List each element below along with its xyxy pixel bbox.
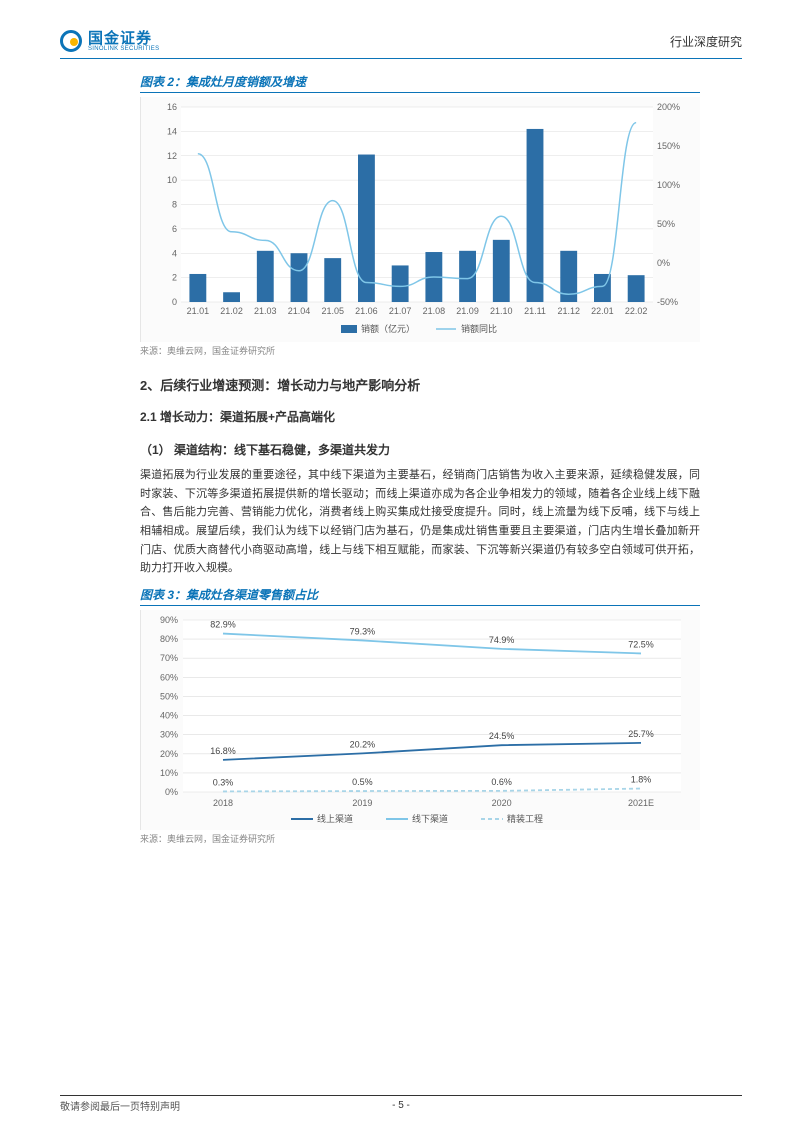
svg-text:销额同比: 销额同比 [461,323,497,334]
svg-text:8: 8 [172,200,177,210]
svg-text:12: 12 [167,151,177,161]
footer-note: 敬请参阅最后一页特别声明 [60,1098,180,1113]
svg-text:21.08: 21.08 [423,306,446,316]
logo: 国金证券 SINOLINK SECURITIES [60,30,159,52]
svg-text:16.8%: 16.8% [210,746,236,756]
paragraph1-title: （1） 渠道结构：线下基石稳健，多渠道共发力 [140,441,700,458]
svg-text:20.2%: 20.2% [350,740,376,750]
subsection21-heading: 2.1 增长动力：渠道拓展+产品高端化 [140,408,700,425]
svg-text:30%: 30% [160,730,178,740]
figure2-source: 来源：奥维云网，国金证券研究所 [140,344,700,357]
svg-text:21.09: 21.09 [456,306,479,316]
svg-text:21.03: 21.03 [254,306,277,316]
logo-icon [60,30,82,52]
svg-text:2: 2 [172,273,177,283]
page-header: 国金证券 SINOLINK SECURITIES 行业深度研究 [60,30,742,59]
svg-text:0.5%: 0.5% [352,777,373,787]
header-category: 行业深度研究 [670,33,742,50]
svg-text:10%: 10% [160,768,178,778]
figure2-chart: 0 2 4 6 8 10 12 14 16 -50% 0% 50% 100% 150% 200% 21.01 2… [140,97,700,342]
paragraph1-body: 渠道拓展为行业发展的重要途径，其中线下渠道为主要基石，经销商门店销售为收入主要来… [140,466,700,578]
svg-text:40%: 40% [160,711,178,721]
svg-text:74.9%: 74.9% [489,635,515,645]
svg-text:90%: 90% [160,615,178,625]
svg-text:10: 10 [167,175,177,185]
svg-text:0%: 0% [657,258,670,268]
svg-text:-50%: -50% [657,297,678,307]
svg-text:21.05: 21.05 [321,306,344,316]
svg-text:2019: 2019 [352,798,372,808]
svg-text:精装工程: 精装工程 [507,813,543,824]
svg-text:21.01: 21.01 [187,306,210,316]
figure3-source: 来源：奥维云网，国金证券研究所 [140,832,700,845]
svg-text:0: 0 [172,297,177,307]
svg-text:21.06: 21.06 [355,306,378,316]
svg-text:1.8%: 1.8% [631,775,652,785]
svg-text:50%: 50% [657,219,675,229]
svg-text:21.11: 21.11 [524,306,546,316]
figure3-title: 图表 3：集成灶各渠道零售额占比 [140,586,700,606]
svg-text:4: 4 [172,248,177,258]
svg-text:21.04: 21.04 [288,306,311,316]
svg-text:22.01: 22.01 [591,306,614,316]
svg-text:24.5%: 24.5% [489,731,515,741]
svg-text:20%: 20% [160,749,178,759]
svg-text:100%: 100% [657,180,680,190]
svg-text:70%: 70% [160,653,178,663]
svg-text:82.9%: 82.9% [210,620,236,630]
svg-text:6: 6 [172,224,177,234]
svg-text:线上渠道: 线上渠道 [317,813,353,824]
svg-text:21.10: 21.10 [490,306,513,316]
svg-text:0.6%: 0.6% [491,777,512,787]
svg-text:0.3%: 0.3% [213,778,234,788]
svg-text:14: 14 [167,126,177,136]
svg-text:22.02: 22.02 [625,306,648,316]
svg-text:0%: 0% [165,787,178,797]
svg-text:21.12: 21.12 [557,306,580,316]
svg-text:200%: 200% [657,102,680,112]
svg-text:销额（亿元）: 销额（亿元） [361,323,415,334]
svg-text:150%: 150% [657,141,680,151]
section2-heading: 2、后续行业增速预测：增长动力与地产影响分析 [140,375,700,394]
svg-text:2021E: 2021E [628,798,654,808]
logo-text-en: SINOLINK SECURITIES [88,46,159,52]
figure3-chart: 0% 10% 20% 30% 40% 50% 60% 70% 80% 90% 2018 2019 202… [140,610,700,830]
logo-text-cn: 国金证券 [88,31,159,46]
svg-text:线下渠道: 线下渠道 [412,813,448,824]
svg-text:80%: 80% [160,634,178,644]
page-footer: - 5 - 敬请参阅最后一页特别声明 [60,1095,742,1111]
svg-text:79.3%: 79.3% [350,627,376,637]
svg-text:72.5%: 72.5% [628,640,654,650]
page-number: - 5 - [392,1100,410,1111]
svg-text:2020: 2020 [492,798,512,808]
svg-text:2018: 2018 [213,798,233,808]
svg-text:25.7%: 25.7% [628,729,654,739]
svg-text:60%: 60% [160,672,178,682]
svg-text:50%: 50% [160,692,178,702]
svg-text:21.02: 21.02 [220,306,243,316]
figure2-title: 图表 2：集成灶月度销额及增速 [140,73,700,93]
svg-text:16: 16 [167,102,177,112]
svg-text:21.07: 21.07 [389,306,412,316]
